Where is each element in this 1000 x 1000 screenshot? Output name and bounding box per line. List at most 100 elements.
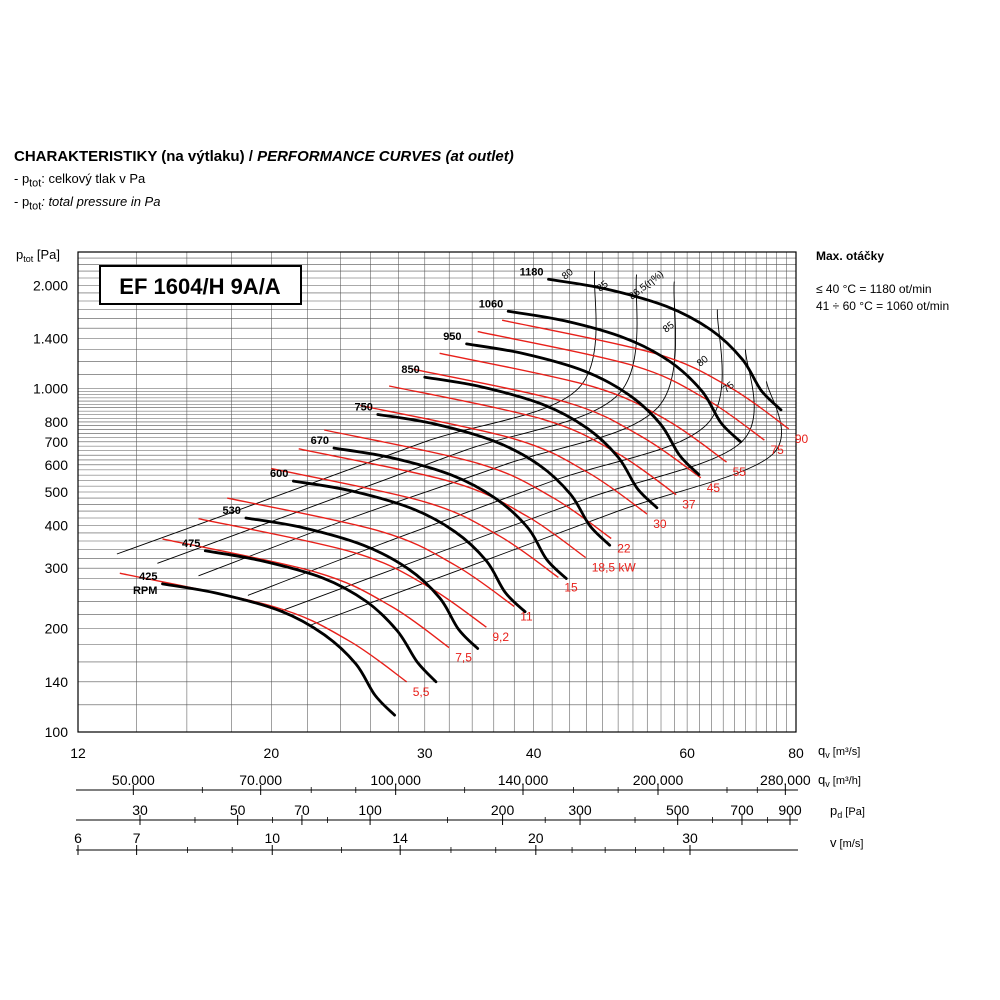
speed-curve-label: 750 bbox=[354, 401, 372, 413]
speed-curve-label: 600 bbox=[270, 468, 288, 480]
efficiency-line-4 bbox=[280, 349, 755, 612]
power-curve-11 bbox=[477, 330, 765, 441]
axis-tick-label-pd: 70 bbox=[294, 802, 310, 818]
axis-tick-label-qv-m3h: 100.000 bbox=[370, 772, 421, 788]
power-curve-label: 15 bbox=[564, 580, 578, 594]
power-curve-label: 22 bbox=[617, 542, 631, 556]
speed-curve-750 bbox=[376, 413, 612, 547]
speed-curve-label: 425 bbox=[139, 571, 157, 583]
axis-tick-label-v: 6 bbox=[74, 830, 82, 846]
y-tick-label: 300 bbox=[45, 560, 69, 576]
efficiency-line-0 bbox=[116, 271, 597, 555]
efficiency-line-1 bbox=[157, 274, 638, 564]
axis-tick-label-pd: 30 bbox=[132, 802, 148, 818]
power-curve-label: 9,2 bbox=[492, 630, 509, 644]
y-tick-label: 500 bbox=[45, 484, 69, 500]
power-curve-label: 75 bbox=[770, 443, 784, 457]
efficiency-line-2 bbox=[198, 281, 676, 577]
axis-unit-label-pd: pd [Pa] bbox=[830, 803, 865, 820]
axis-unit-label-qv-m3h: qv [m³/h] bbox=[818, 772, 861, 789]
power-curve-4 bbox=[271, 467, 559, 578]
max-speed-line-1: ≤ 40 °C = 1180 ot/min bbox=[816, 282, 932, 296]
speed-curve-475 bbox=[203, 549, 438, 684]
legend-line-en: - ptot: total pressure in Pa bbox=[14, 193, 161, 213]
legend-line-cz: - ptot: celkový tlak v Pa bbox=[14, 171, 146, 190]
speed-curve-label: 1180 bbox=[520, 266, 544, 278]
y-tick-label: 400 bbox=[45, 517, 69, 533]
axis-tick-label-qv-m3h: 140.000 bbox=[498, 772, 549, 788]
gridlines bbox=[77, 251, 797, 733]
axis-tick-label-pd: 100 bbox=[358, 802, 382, 818]
speed-curve-label: 670 bbox=[311, 435, 329, 447]
axis-tick-label-qv-m3h: 70.000 bbox=[239, 772, 282, 788]
power-curve-3 bbox=[227, 497, 515, 608]
speed-curve-600 bbox=[292, 479, 527, 614]
power-curve-6 bbox=[324, 429, 612, 540]
max-speed-heading: Max. otáčky bbox=[816, 249, 885, 263]
qv-tick-label: 40 bbox=[526, 745, 542, 761]
speed-curve-label: 475 bbox=[182, 538, 200, 550]
efficiency-line-5 bbox=[310, 381, 782, 626]
axis-tick-label-qv-m3h: 50.000 bbox=[112, 772, 155, 788]
qv-tick-label: 80 bbox=[788, 745, 804, 761]
model-box bbox=[99, 265, 302, 305]
power-curve-1 bbox=[162, 538, 450, 649]
speed-curve-850 bbox=[423, 375, 659, 510]
chart-header: CHARAKTERISTIKY (na výtlaku) / PERFORMAN… bbox=[14, 148, 514, 215]
y-tick-label: 1.400 bbox=[33, 330, 68, 346]
axis-tick-label-v: 10 bbox=[264, 830, 280, 846]
speed-curve-label: 950 bbox=[443, 331, 461, 343]
y-tick-label: 700 bbox=[45, 434, 69, 450]
power-curve-label: 18,5 kW bbox=[592, 561, 637, 575]
axis-tick-label-pd: 300 bbox=[568, 802, 592, 818]
speed-curve-1180 bbox=[547, 277, 783, 412]
power-curve-10 bbox=[439, 352, 728, 463]
speed-curve-unit-label: RPM bbox=[133, 585, 157, 597]
chart-title: CHARAKTERISTIKY (na výtlaku) / PERFORMAN… bbox=[14, 148, 514, 165]
speed-curve-950 bbox=[465, 342, 701, 476]
axis-tick-label-pd: 50 bbox=[230, 802, 246, 818]
axis-tick-label-qv-m3h: 200.000 bbox=[633, 772, 684, 788]
power-curve-label: 55 bbox=[733, 465, 747, 479]
axis-tick-label-v: 20 bbox=[528, 830, 544, 846]
power-curve-label: 37 bbox=[682, 498, 696, 512]
speed-curve-425 bbox=[161, 582, 396, 717]
axis-tick-label-pd: 500 bbox=[666, 802, 690, 818]
power-curve-label: 45 bbox=[707, 481, 721, 495]
axis-unit-label-qv-m3s: qv [m³/s] bbox=[818, 743, 860, 760]
efficiency-label: 85 bbox=[661, 320, 677, 336]
y-axis-label: ptot [Pa] bbox=[16, 247, 60, 264]
chart-legend-lines: - ptot: celkový tlak v Pa - ptot: total … bbox=[14, 170, 514, 215]
model-label: EF 1604/H 9A/A bbox=[119, 274, 281, 299]
axis-tick-label-qv-m3h: 280.000 bbox=[760, 772, 811, 788]
axis-tick-label-v: 14 bbox=[392, 830, 408, 846]
axis-tick-label-pd: 700 bbox=[730, 802, 754, 818]
y-tick-label: 800 bbox=[45, 414, 69, 430]
efficiency-label: 80 bbox=[695, 354, 711, 370]
y-tick-label: 140 bbox=[45, 674, 69, 690]
power-curve-12 bbox=[501, 319, 790, 430]
power-curve-8 bbox=[388, 385, 677, 496]
speed-curve-530 bbox=[244, 516, 480, 650]
qv-tick-label: 12 bbox=[70, 745, 86, 761]
plot-frame bbox=[77, 251, 797, 733]
y-tick-label: 100 bbox=[45, 724, 69, 740]
speed-curve-1060 bbox=[506, 309, 742, 444]
speed-curve-label: 530 bbox=[223, 505, 241, 517]
y-tick-label: 1.000 bbox=[33, 381, 68, 397]
max-speed-line-2: 41 ÷ 60 °C = 1060 ot/min bbox=[816, 299, 950, 313]
speed-curve-670 bbox=[332, 446, 568, 580]
power-curve-5 bbox=[298, 448, 587, 559]
power-curve-9 bbox=[413, 368, 702, 479]
speed-curve-label: 850 bbox=[401, 364, 419, 376]
power-curve-0 bbox=[119, 572, 408, 683]
y-tick-label: 200 bbox=[45, 621, 69, 637]
power-curve-label: 11 bbox=[520, 610, 533, 624]
max-speed-info: Max. otáčky ≤ 40 °C = 1180 ot/min 41 ÷ 6… bbox=[816, 248, 949, 315]
qv-tick-label: 20 bbox=[264, 745, 280, 761]
power-curve-label: 30 bbox=[653, 517, 667, 531]
axis-tick-label-pd: 900 bbox=[778, 802, 802, 818]
power-curve-label: 90 bbox=[795, 432, 809, 446]
y-tick-label: 600 bbox=[45, 457, 69, 473]
